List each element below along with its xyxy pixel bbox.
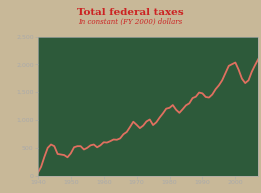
Text: In constant (FY 2000) dollars: In constant (FY 2000) dollars (78, 18, 183, 26)
Text: Total federal taxes: Total federal taxes (77, 8, 184, 17)
